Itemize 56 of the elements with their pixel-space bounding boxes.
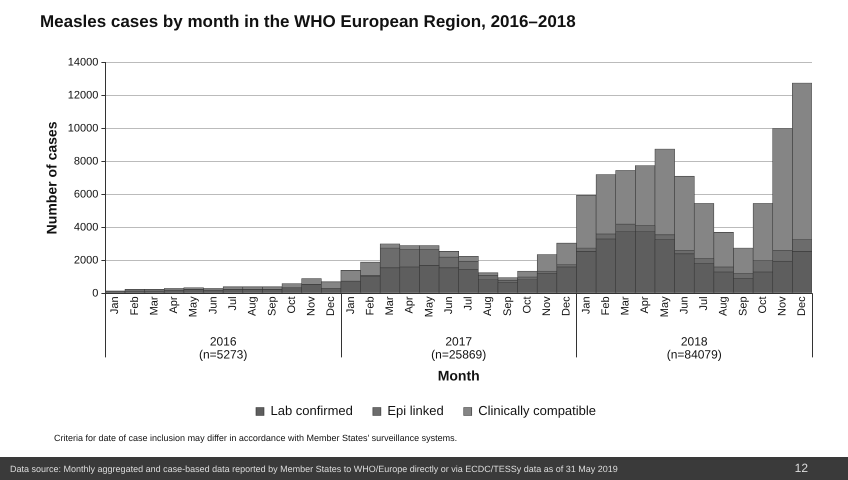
x-tick-label: Feb xyxy=(600,296,612,316)
y-axis-title: Number of cases xyxy=(43,121,60,234)
x-tick-label: Jul xyxy=(462,296,475,310)
y-tick-label: 14000 xyxy=(68,56,98,68)
legend-label: Lab confirmed xyxy=(270,403,353,418)
x-tick-label: Oct xyxy=(286,296,298,314)
x-tick-label: Mar xyxy=(620,296,632,316)
x-tick-label: Sep xyxy=(502,296,514,316)
text: 12 xyxy=(794,461,808,475)
text: 2017 (n=25869) xyxy=(431,334,486,362)
x-tick-label: Aug xyxy=(718,296,730,316)
y-tick-label: 12000 xyxy=(68,89,98,102)
x-tick-label: Jun xyxy=(442,296,455,314)
y-tick-label: 6000 xyxy=(74,188,98,200)
x-tick-label: Apr xyxy=(168,296,180,314)
x-tick-label: Jan xyxy=(580,296,592,314)
x-axis-title: Month xyxy=(438,367,480,384)
x-tick-label: Dec xyxy=(560,296,573,316)
x-tick-label: Jan xyxy=(109,296,122,314)
text: 2016 (n=5273) xyxy=(198,334,248,362)
source-note: Data source: Monthly aggregated and case-based data reported by Member States to WHO/Europe directly or via ECDC/TESSy data as of 31 May 2019 xyxy=(10,464,618,474)
y-tick-label: 4000 xyxy=(74,221,98,234)
y-tick-label: 8000 xyxy=(74,155,98,168)
x-tick-label: Feb xyxy=(128,296,141,316)
y-tick-label: 0 xyxy=(92,287,98,300)
x-tick-label: Apr xyxy=(639,296,652,314)
x-tick-label: Feb xyxy=(364,296,376,316)
text: 2018 (n=84079) xyxy=(666,334,722,362)
x-tick-label: Sep xyxy=(266,296,278,316)
legend-label: Epi linked xyxy=(387,403,444,418)
x-tick-label: Nov xyxy=(306,296,318,316)
x-tick-label: Aug xyxy=(246,296,259,316)
x-tick-label: Mar xyxy=(148,296,160,316)
x-tick-label: Aug xyxy=(482,296,494,316)
chart-title: Measles cases by month in the WHO European Region, 2016–2018 xyxy=(40,12,576,31)
y-tick-label: 10000 xyxy=(68,122,98,134)
x-tick-label: Jul xyxy=(698,296,710,310)
x-tick-label: May xyxy=(658,296,671,318)
x-tick-label: Mar xyxy=(384,296,396,316)
text: Criteria for date of case inclusion may differ in accordance with Member States’ surveillance systems. xyxy=(54,433,458,443)
x-tick-label: Jun xyxy=(678,296,690,314)
x-tick-label: Jul xyxy=(227,296,239,310)
x-tick-label: Dec xyxy=(325,296,338,316)
x-tick-label: May xyxy=(188,296,200,318)
x-tick-label: Oct xyxy=(756,296,769,314)
x-tick-label: Dec xyxy=(796,296,808,316)
y-tick-label: 2000 xyxy=(74,254,98,266)
x-tick-label: Jan xyxy=(344,296,357,314)
x-tick-label: May xyxy=(423,296,436,318)
x-tick-label: Oct xyxy=(521,296,534,314)
x-tick-label: Nov xyxy=(541,296,554,316)
x-tick-label: Jun xyxy=(207,296,220,314)
x-tick-label: Apr xyxy=(404,296,416,314)
x-tick-label: Sep xyxy=(737,296,750,316)
legend-label: Clinically compatible xyxy=(478,403,596,418)
x-tick-label: Nov xyxy=(776,296,789,316)
